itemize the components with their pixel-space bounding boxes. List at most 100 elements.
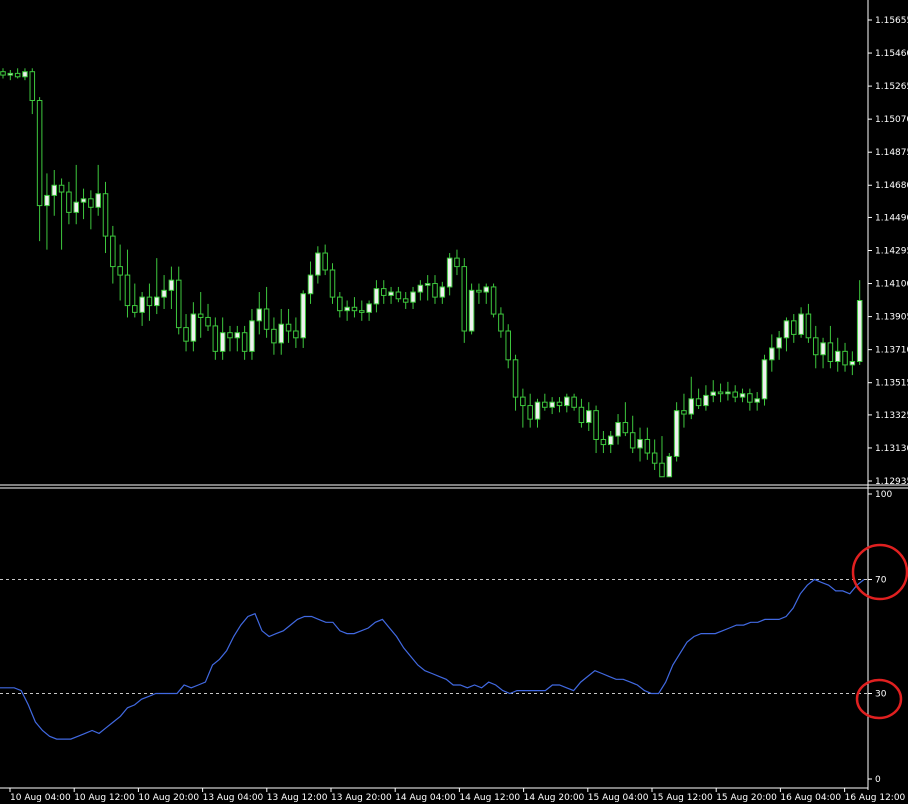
candle bbox=[351, 297, 358, 318]
candle-body bbox=[110, 235, 116, 268]
osc-series-line bbox=[0, 578, 865, 740]
candle-body bbox=[132, 305, 138, 313]
candle bbox=[593, 405, 599, 454]
candle bbox=[29, 68, 36, 115]
candle-body bbox=[417, 284, 424, 293]
candle-body bbox=[219, 332, 226, 352]
candle bbox=[271, 317, 277, 355]
candle bbox=[527, 393, 533, 428]
candle-body bbox=[424, 283, 431, 286]
candle-body bbox=[454, 257, 460, 268]
candle bbox=[754, 392, 760, 411]
candle-body bbox=[805, 313, 812, 339]
candle-body bbox=[359, 310, 365, 313]
candle-body bbox=[175, 279, 182, 329]
candle-body bbox=[834, 350, 841, 363]
candle-body bbox=[293, 330, 299, 339]
annotation-circle-30 bbox=[855, 678, 903, 720]
price-tick-label: 1.14490 bbox=[875, 213, 908, 223]
osc-tick-label: 70 bbox=[875, 576, 887, 586]
candle bbox=[322, 244, 328, 276]
candle-body bbox=[520, 396, 526, 407]
candle bbox=[183, 314, 189, 352]
candle-body bbox=[585, 410, 592, 424]
candle-body bbox=[29, 71, 36, 102]
candle bbox=[168, 266, 175, 309]
candle bbox=[761, 354, 768, 406]
price-tick-label: 1.13905 bbox=[875, 313, 908, 323]
candle-body bbox=[556, 401, 563, 407]
candle bbox=[197, 292, 204, 338]
candle bbox=[395, 286, 402, 303]
candle bbox=[161, 275, 167, 309]
candle bbox=[498, 307, 504, 338]
candle bbox=[805, 303, 812, 343]
candle-body bbox=[673, 410, 680, 457]
candle-body bbox=[241, 332, 248, 352]
candle-body bbox=[849, 361, 856, 366]
candle bbox=[329, 263, 336, 304]
candle bbox=[542, 393, 548, 411]
candle bbox=[139, 292, 145, 326]
price-tick-label: 1.15460 bbox=[875, 49, 908, 59]
time-tick-label: 10 Aug 12:00 bbox=[74, 793, 135, 803]
candle-body bbox=[88, 198, 94, 208]
candle-body bbox=[337, 296, 343, 312]
candle bbox=[556, 397, 563, 413]
time-tick-label: 15 Aug 04:00 bbox=[588, 793, 649, 803]
candle bbox=[58, 178, 65, 250]
candle-body bbox=[498, 313, 504, 332]
candle-body bbox=[227, 332, 233, 339]
time-tick-label: 13 Aug 20:00 bbox=[331, 793, 392, 803]
candle bbox=[710, 380, 717, 403]
candle bbox=[88, 190, 94, 230]
candle bbox=[600, 431, 607, 454]
candle bbox=[681, 393, 687, 428]
candle-body bbox=[571, 396, 577, 408]
candle bbox=[637, 427, 643, 462]
candle-body bbox=[366, 303, 372, 313]
candle-body bbox=[490, 286, 497, 315]
candle-body bbox=[776, 337, 782, 349]
candle bbox=[739, 388, 746, 403]
candle bbox=[14, 68, 21, 79]
price-tick-label: 1.13130 bbox=[875, 444, 908, 454]
price-tick-label: 1.15265 bbox=[875, 82, 908, 92]
candle-body bbox=[183, 327, 189, 342]
candle-body bbox=[256, 308, 263, 322]
candle-body bbox=[285, 323, 292, 332]
time-tick-label: 16 Aug 04:00 bbox=[780, 793, 841, 803]
candle-body bbox=[263, 308, 270, 330]
candle bbox=[534, 398, 541, 428]
osc-tick-label: 0 bbox=[875, 775, 881, 785]
candle-body bbox=[146, 296, 153, 307]
candle bbox=[688, 376, 695, 420]
candle-body bbox=[820, 342, 826, 356]
osc-tick-label: 30 bbox=[875, 690, 887, 700]
candle bbox=[417, 280, 424, 301]
candle-body bbox=[739, 393, 746, 398]
candle-body bbox=[402, 298, 409, 303]
candle bbox=[249, 308, 255, 360]
candle-body bbox=[197, 313, 204, 318]
candle bbox=[307, 261, 314, 304]
candle-body bbox=[168, 279, 175, 291]
candle-body bbox=[139, 296, 145, 313]
candle-body bbox=[439, 286, 446, 298]
candle bbox=[212, 317, 219, 360]
candle bbox=[175, 266, 182, 335]
candle bbox=[578, 398, 585, 428]
candle bbox=[402, 292, 409, 309]
candle-body bbox=[461, 266, 468, 332]
candle-body bbox=[0, 71, 6, 76]
candle bbox=[315, 246, 321, 284]
candle-body bbox=[534, 401, 541, 420]
candle bbox=[7, 69, 14, 81]
candle bbox=[703, 385, 709, 411]
candle-body bbox=[747, 393, 753, 403]
candle-body bbox=[395, 291, 402, 300]
price-tick-label: 1.15070 bbox=[875, 115, 908, 125]
candle bbox=[446, 253, 453, 296]
candle-body bbox=[161, 289, 167, 298]
